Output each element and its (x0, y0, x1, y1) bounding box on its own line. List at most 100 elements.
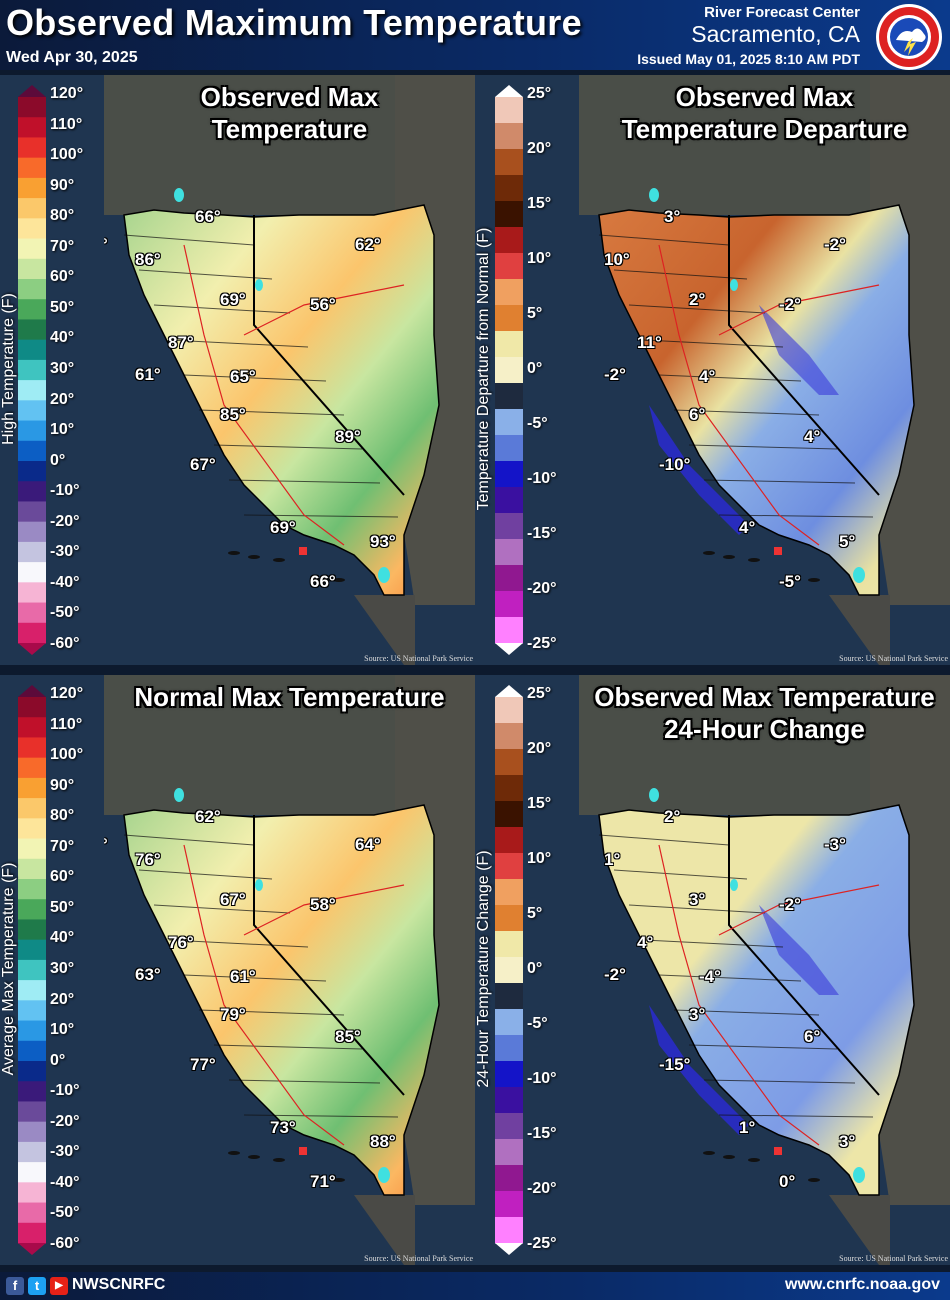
map-canvas (579, 75, 950, 665)
facebook-icon[interactable]: f (6, 1277, 24, 1295)
legend-tick-label: -50° (50, 604, 80, 622)
legend-tick-label: 50° (50, 898, 75, 916)
map-value-label: 3° (664, 207, 681, 226)
legend-tick-label: 50° (50, 298, 75, 316)
map-value-label: 69° (220, 290, 246, 309)
map-value-label: 1° (739, 1118, 756, 1137)
departure-legend: 25° 20° 15° 10° 5° 0° -5° -10° -15° -20° -25° (475, 75, 579, 665)
office-city: Sacramento, CA (691, 21, 860, 47)
legend-tick-label: 20° (527, 140, 552, 157)
legend-tick-label: -60° (50, 1235, 80, 1252)
legend-tick-label: 15° (527, 195, 552, 212)
legend-tick-label: 15° (527, 795, 552, 812)
legend-colorbar (495, 85, 523, 655)
map-value-label: -10° (659, 455, 691, 474)
panel-title-4: Observed Max Temperature 24-Hour Change (579, 681, 950, 745)
legend-axis-title: Average Max Temperature (F) (0, 862, 17, 1076)
nws-logo[interactable] (874, 2, 944, 72)
legend-tick-label: -10° (50, 1082, 80, 1100)
map-value-label: 3° (689, 1005, 706, 1024)
legend-tick-label: -30° (50, 543, 80, 561)
legend-tick-label: 80° (50, 207, 75, 225)
map-value-label: -5° (779, 572, 801, 591)
map-value-label: 76° (168, 933, 194, 952)
twitter-icon[interactable]: t (28, 1277, 46, 1295)
legend-tick-label: 20° (527, 740, 552, 757)
legend-tick-label: -10° (527, 470, 557, 487)
panel-title-2: Observed Max Temperature Departure (579, 81, 950, 145)
legend-colorbar (495, 685, 523, 1255)
panel-title-line: Observed Max Temperature (594, 682, 935, 712)
youtube-icon[interactable]: ▶ (50, 1277, 68, 1295)
legend-tick-label: -5° (527, 1015, 548, 1032)
legend-tick-label: 40° (50, 929, 75, 947)
legend-axis-title: 24-Hour Temperature Change (F) (475, 850, 492, 1088)
map-value-label: 93° (370, 532, 396, 551)
page-title: Observed Maximum Temperature (6, 2, 582, 43)
map-value-label: -2° (604, 965, 626, 984)
map-value-label: 79° (220, 1005, 246, 1024)
map-value-label: 4° (637, 933, 654, 952)
legend-tick-label: 0° (50, 451, 66, 469)
temperature-legend: 120° 110° 100° 90° 80° 70° 60° 50° 40° 30° 20° 10° 0… (0, 675, 104, 1265)
legend-tick-label: 30° (50, 360, 75, 377)
legend-axis-title: High Temperature (F) (0, 293, 17, 445)
map-value-label: 67° (220, 890, 246, 909)
map-source-note: Source: US National Park Service (839, 1254, 948, 1263)
legend-tick-label: -15° (527, 1125, 557, 1142)
legend-tick-label: -10° (50, 482, 80, 500)
legend-tick-label: 25° (527, 85, 552, 102)
legend-tick-label: 5° (527, 905, 543, 922)
temperature-legend: 120° 110° 100° 90° 80° 70° 60° 50° 40° 30° 20° 10° 0… (0, 75, 104, 665)
map-value-label: 66° (195, 207, 221, 226)
legend-tick-label: 110° (50, 115, 83, 133)
map-value-label: 69° (270, 518, 296, 537)
legend-tick-label: 20° (50, 390, 75, 408)
map-value-label: 66° (310, 572, 336, 591)
map-value-label: 61° (230, 967, 256, 986)
map-value-label: 56° (310, 295, 336, 314)
map-source-note: Source: US National Park Service (839, 654, 948, 663)
legend-tick-label: 10° (527, 250, 552, 267)
panel-title-1: Observed Max Temperature (104, 81, 475, 145)
legend-tick-label: 60° (50, 868, 75, 886)
legend-colorbar (18, 85, 46, 655)
map-value-label: -3° (824, 835, 846, 854)
legend-tick-label: 10° (50, 1021, 75, 1039)
panel-title-line: Observed Max (675, 82, 854, 112)
map-value-label: 3° (839, 1132, 856, 1151)
map-value-label: 10° (604, 250, 630, 269)
office-name: River Forecast Center (704, 4, 860, 21)
website-link[interactable]: www.cnrfc.noaa.gov (785, 1276, 940, 1293)
legend-tick-label: -25° (527, 1235, 557, 1252)
map-value-label: 85° (335, 1027, 361, 1046)
legend-tick-label: 10° (50, 421, 75, 439)
legend-tick-label: -40° (50, 573, 80, 591)
map-value-label: 86° (135, 250, 161, 269)
map-value-label: 62° (355, 235, 381, 254)
map-value-label: 5° (839, 532, 856, 551)
map-value-label: 88° (370, 1132, 396, 1151)
legend-tick-label: 25° (527, 685, 552, 702)
map-value-label: 63° (135, 965, 161, 984)
map-canvas (579, 675, 950, 1265)
legend-tick-label: 120° (50, 85, 84, 102)
map-panel-3: Normal Max Temperature 59° 62° 64° 76° 67° 58°… (104, 675, 475, 1265)
map-value-label: -2° (824, 235, 846, 254)
legend-tick-label: 0° (527, 360, 543, 377)
map-value-label: 4° (804, 427, 821, 446)
map-value-label: 58° (310, 895, 336, 914)
map-value-label: 1° (604, 850, 621, 869)
social-handle[interactable]: NWSCNRFC (72, 1276, 166, 1293)
map-value-label: 73° (270, 1118, 296, 1137)
legend-tick-label: -20° (50, 1112, 80, 1130)
legend-colorbar (18, 685, 46, 1255)
map-value-label: 59° (104, 835, 108, 854)
panel-title-line: Temperature Departure (621, 114, 908, 144)
map-value-label: -2° (604, 365, 626, 384)
legend-tick-label: 80° (50, 807, 75, 825)
legend-tick-label: -30° (50, 1143, 80, 1161)
